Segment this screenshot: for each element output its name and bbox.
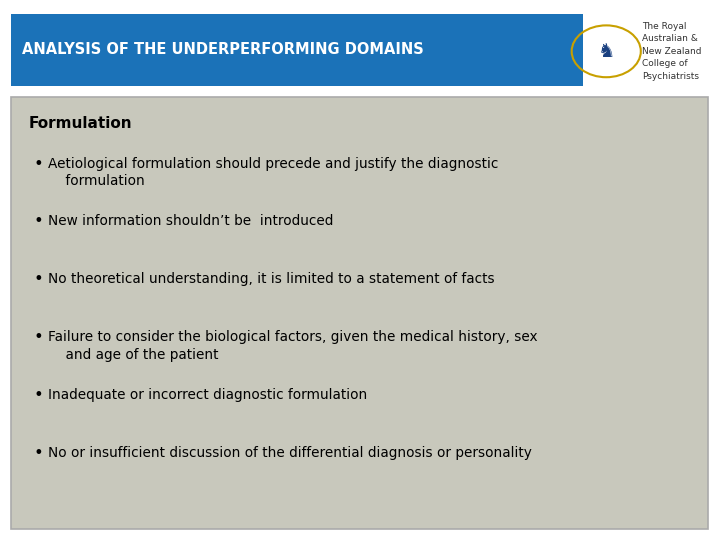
Text: The Royal
Australian &
New Zealand
College of
Psychiatrists: The Royal Australian & New Zealand Colle…	[642, 22, 702, 81]
Text: •: •	[33, 272, 43, 287]
Text: ♞: ♞	[598, 42, 615, 61]
Text: •: •	[33, 214, 43, 230]
Text: •: •	[33, 388, 43, 403]
Text: No or insufficient discussion of the differential diagnosis or personality: No or insufficient discussion of the dif…	[48, 446, 532, 460]
Text: New information shouldn’t be  introduced: New information shouldn’t be introduced	[48, 214, 333, 228]
Text: •: •	[33, 157, 43, 172]
Text: Formulation: Formulation	[29, 116, 132, 131]
Text: Failure to consider the biological factors, given the medical history, sex
    a: Failure to consider the biological facto…	[48, 330, 538, 362]
Text: ANALYSIS OF THE UNDERPERFORMING DOMAINS: ANALYSIS OF THE UNDERPERFORMING DOMAINS	[22, 43, 423, 57]
FancyBboxPatch shape	[11, 97, 708, 529]
Bar	[11, 14, 583, 86]
Text: •: •	[33, 330, 43, 345]
Text: •: •	[33, 446, 43, 461]
Text: Inadequate or incorrect diagnostic formulation: Inadequate or incorrect diagnostic formu…	[48, 388, 367, 402]
Text: No theoretical understanding, it is limited to a statement of facts: No theoretical understanding, it is limi…	[48, 272, 495, 286]
Text: Aetiological formulation should precede and justify the diagnostic
    formulati: Aetiological formulation should precede …	[48, 157, 499, 188]
